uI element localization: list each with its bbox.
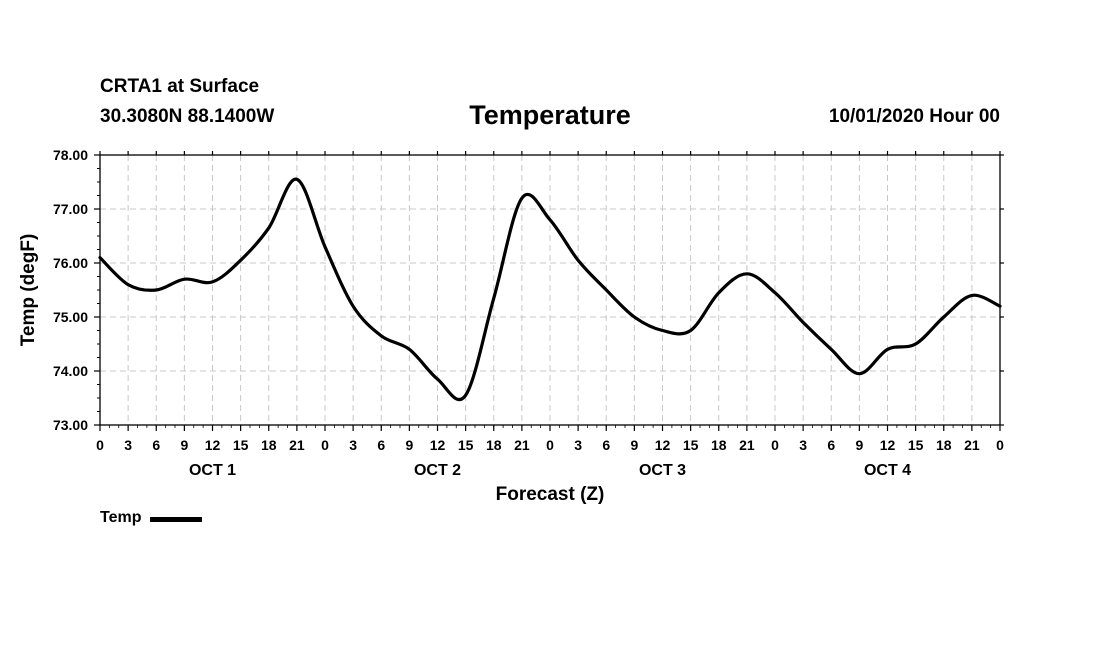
x-tick-label: 6 — [152, 437, 160, 453]
legend-label: Temp — [100, 509, 142, 526]
x-tick-label: 18 — [486, 437, 502, 453]
legend: Temp — [100, 509, 203, 527]
x-tick-label: 3 — [799, 437, 807, 453]
x-tick-label: 6 — [377, 437, 385, 453]
x-tick-label: 9 — [405, 437, 413, 453]
x-tick-label: 0 — [996, 437, 1004, 453]
x-tick-label: 18 — [936, 437, 952, 453]
chart-title: Temperature — [469, 100, 631, 130]
x-tick-label: 12 — [205, 437, 221, 453]
day-label: OCT 1 — [189, 462, 236, 479]
x-tick-label: 21 — [289, 437, 305, 453]
legend-line-swatch — [150, 516, 203, 522]
x-tick-label: 3 — [574, 437, 582, 453]
day-label: OCT 2 — [414, 462, 461, 479]
y-axis-label: Temp (degF) — [18, 234, 39, 347]
day-label: OCT 4 — [864, 462, 911, 479]
x-tick-label: 9 — [855, 437, 863, 453]
x-tick-label: 6 — [827, 437, 835, 453]
x-tick-label: 9 — [630, 437, 638, 453]
x-tick-label: 21 — [739, 437, 755, 453]
station-label: CRTA1 at Surface — [100, 76, 260, 97]
x-tick-label: 18 — [261, 437, 277, 453]
y-tick-label: 78.00 — [53, 147, 88, 163]
temp-series-line — [98, 177, 1002, 402]
x-tick-label: 3 — [124, 437, 132, 453]
x-tick-label: 21 — [514, 437, 530, 453]
x-tick-label: 0 — [771, 437, 779, 453]
axis-labels: 73.00 74.00 75.00 76.00 77.00 78.00 0 3 6 9 12 15 18… — [53, 147, 1004, 479]
x-tick-label: 6 — [602, 437, 610, 453]
x-tick-label: 9 — [180, 437, 188, 453]
axis-ticks — [94, 151, 1004, 431]
y-tick-label: 76.00 — [53, 255, 88, 271]
x-tick-label: 0 — [321, 437, 329, 453]
day-label: OCT 3 — [639, 462, 686, 479]
y-tick-label: 77.00 — [53, 201, 88, 217]
x-tick-label: 18 — [711, 437, 727, 453]
y-tick-label: 74.00 — [53, 363, 88, 379]
x-axis-label: Forecast (Z) — [496, 484, 605, 505]
grid — [100, 155, 1000, 425]
x-tick-label: 12 — [655, 437, 671, 453]
run-time-label: 10/01/2020 Hour 00 — [828, 106, 1000, 127]
x-tick-label: 3 — [349, 437, 357, 453]
x-tick-label: 12 — [430, 437, 446, 453]
x-tick-label: 15 — [683, 437, 699, 453]
x-tick-label: 15 — [458, 437, 474, 453]
coordinates-label: 30.3080N 88.1400W — [100, 106, 275, 127]
x-tick-label: 15 — [908, 437, 924, 453]
x-tick-label: 0 — [546, 437, 554, 453]
x-tick-label: 12 — [880, 437, 896, 453]
x-tick-label: 0 — [96, 437, 104, 453]
y-tick-label: 75.00 — [53, 309, 88, 325]
y-tick-label: 73.00 — [53, 417, 88, 433]
x-tick-label: 15 — [233, 437, 249, 453]
x-tick-label: 21 — [964, 437, 980, 453]
